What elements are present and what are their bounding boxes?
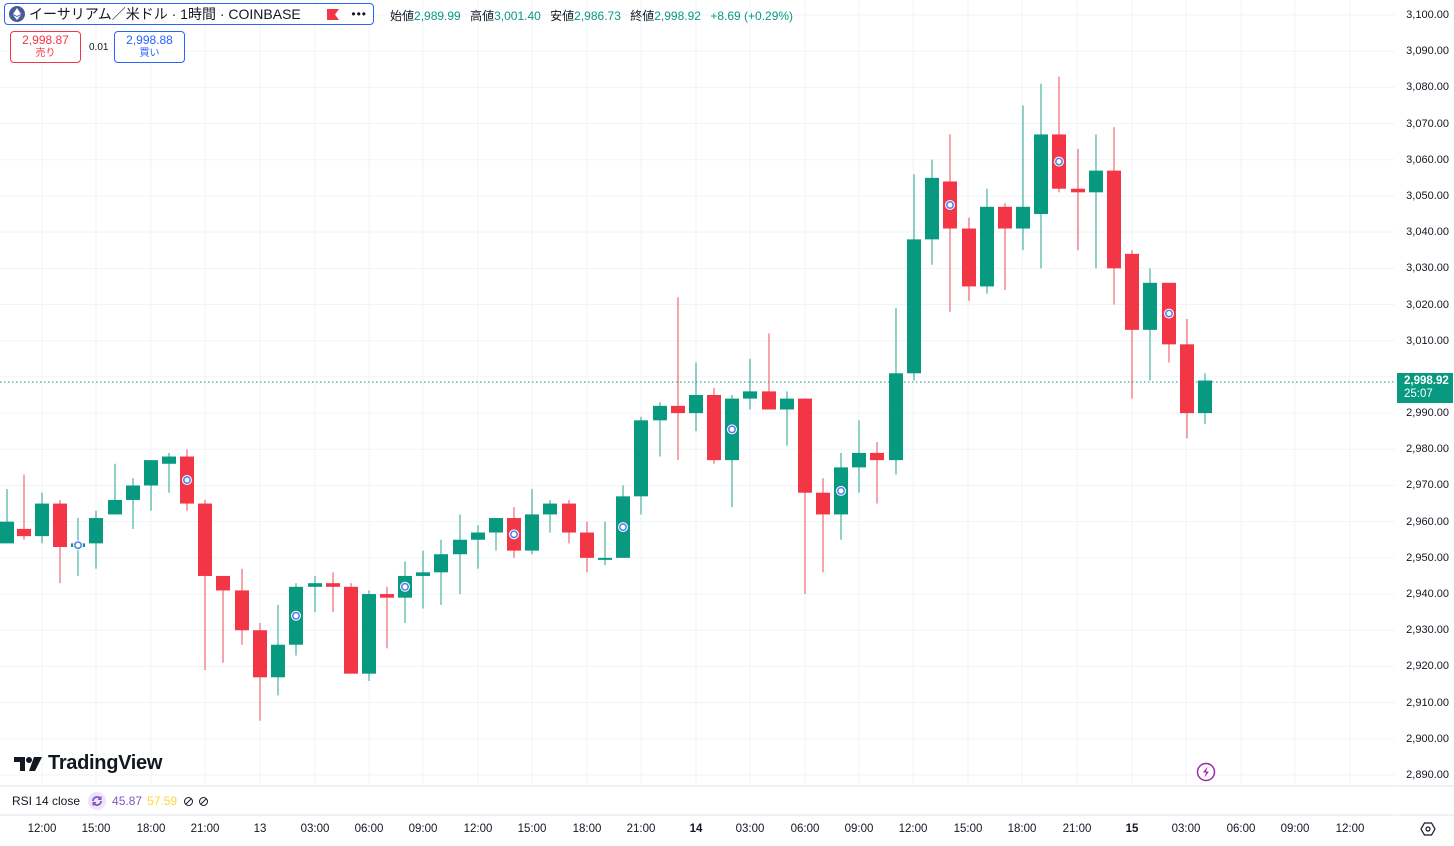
price-tick-label: 3,010.00 [1406, 334, 1449, 347]
rsi-legend[interactable]: RSI 14 close 45.87 57.59 [12, 792, 213, 810]
high-value: 3,001.40 [494, 9, 541, 23]
time-tick-label: 06:00 [354, 823, 384, 835]
time-tick-label: 21:00 [626, 823, 656, 835]
open-label: 始値 [390, 9, 415, 23]
low-label: 安値 [550, 9, 575, 23]
time-tick-label: 06:00 [790, 823, 820, 835]
time-tick-label: 12:00 [463, 823, 493, 835]
lightning-icon[interactable] [1196, 762, 1216, 782]
tradingview-logo-icon [14, 756, 42, 771]
price-tick-label: 3,060.00 [1406, 153, 1449, 166]
refresh-icon[interactable] [88, 792, 107, 810]
na-icon [199, 796, 209, 806]
time-tick-label: 03:00 [735, 823, 765, 835]
price-tick-label: 2,970.00 [1406, 479, 1449, 492]
time-tick-label: 18:00 [572, 823, 602, 835]
price-tick-label: 3,100.00 [1406, 9, 1449, 21]
price-tick-label: 3,030.00 [1406, 262, 1449, 275]
price-tick-label: 2,930.00 [1406, 624, 1449, 637]
price-tick-label: 3,020.00 [1406, 298, 1449, 311]
sell-label: 売り [35, 48, 56, 59]
tradingview-logo-text: TradingView [48, 752, 163, 774]
price-tick-label: 2,910.00 [1406, 696, 1449, 709]
buy-price: 2,998.88 [126, 33, 173, 47]
close-value: 2,998.92 [654, 9, 701, 23]
symbol-title: イーサリアム／米ドル · 1時間 · COINBASE [29, 6, 301, 22]
buy-button[interactable]: 2,998.88 買い [114, 31, 185, 63]
time-tick-label: 03:00 [300, 823, 330, 835]
price-tick-label: 2,980.00 [1406, 443, 1449, 456]
time-tick-label: 12:00 [1335, 823, 1365, 835]
time-tick-label: 18:00 [1007, 823, 1037, 835]
time-tick-label: 15:00 [953, 823, 983, 835]
price-tick-label: 2,900.00 [1406, 732, 1449, 745]
time-tick-label: 12:00 [898, 823, 928, 835]
ohlc-values: 始値2,989.99 高値3,001.40 安値2,986.73 終値2,998… [390, 7, 799, 24]
change-value: +8.69 (+0.29%) [710, 9, 794, 23]
more-options-icon[interactable]: ••• [351, 7, 367, 21]
price-tick-label: 3,090.00 [1406, 45, 1449, 58]
time-tick-label: 14 [689, 823, 703, 835]
rsi-ma-value: 57.59 [147, 794, 178, 808]
time-tick-label: 09:00 [1280, 823, 1310, 835]
flag-icon[interactable] [327, 8, 340, 20]
time-tick-label: 09:00 [844, 823, 874, 835]
na-icon [184, 796, 194, 806]
time-tick-label: 15:00 [81, 823, 111, 835]
time-tick-label: 21:00 [190, 823, 220, 835]
rsi-value: 45.87 [112, 794, 143, 808]
time-tick-label: 21:00 [1062, 823, 1092, 835]
bar-countdown: 25:07 [1404, 388, 1433, 400]
sell-price: 2,998.87 [22, 33, 69, 47]
price-tick-label: 3,050.00 [1406, 189, 1449, 202]
price-tick-label: 3,070.00 [1406, 117, 1449, 130]
price-tick-label: 2,890.00 [1406, 769, 1449, 781]
tradingview-logo[interactable]: TradingView [14, 752, 162, 775]
time-tick-label: 06:00 [1226, 823, 1256, 835]
symbol-legend[interactable]: イーサリアム／米ドル · 1時間 · COINBASE ••• [4, 3, 374, 25]
price-tick-label: 2,940.00 [1406, 588, 1449, 601]
price-tick-label: 2,920.00 [1406, 660, 1449, 673]
sell-button[interactable]: 2,998.87 売り [10, 31, 81, 63]
time-tick-label: 03:00 [1171, 823, 1201, 835]
buy-label: 買い [139, 48, 160, 59]
price-tick-label: 2,950.00 [1406, 551, 1449, 564]
price-tick-label: 2,990.00 [1406, 407, 1449, 420]
rsi-name: RSI 14 close [12, 794, 81, 808]
time-tick-label: 09:00 [408, 823, 438, 835]
time-tick-label: 15:00 [517, 823, 547, 835]
ethereum-icon [9, 6, 25, 22]
price-tick-label: 3,040.00 [1406, 226, 1449, 239]
last-price-value: 2,998.92 [1404, 375, 1449, 387]
trade-markers [73, 156, 1174, 621]
candles [0, 76, 1212, 721]
open-value: 2,989.99 [414, 9, 461, 23]
time-tick-label: 12:00 [27, 823, 57, 835]
close-label: 終値 [630, 9, 655, 23]
price-tick-label: 3,080.00 [1406, 81, 1449, 94]
chart-grid [0, 0, 1396, 846]
time-tick-label: 13 [253, 823, 267, 835]
last-price-tag: 2,998.92 25:07 [1397, 373, 1453, 403]
time-tick-label: 15 [1125, 823, 1139, 835]
spread-value: 0.01 [89, 42, 109, 53]
settings-icon[interactable] [1420, 821, 1436, 837]
high-label: 高値 [470, 9, 495, 23]
price-tick-label: 2,960.00 [1406, 515, 1449, 528]
time-tick-label: 18:00 [136, 823, 166, 835]
low-value: 2,986.73 [574, 9, 621, 23]
